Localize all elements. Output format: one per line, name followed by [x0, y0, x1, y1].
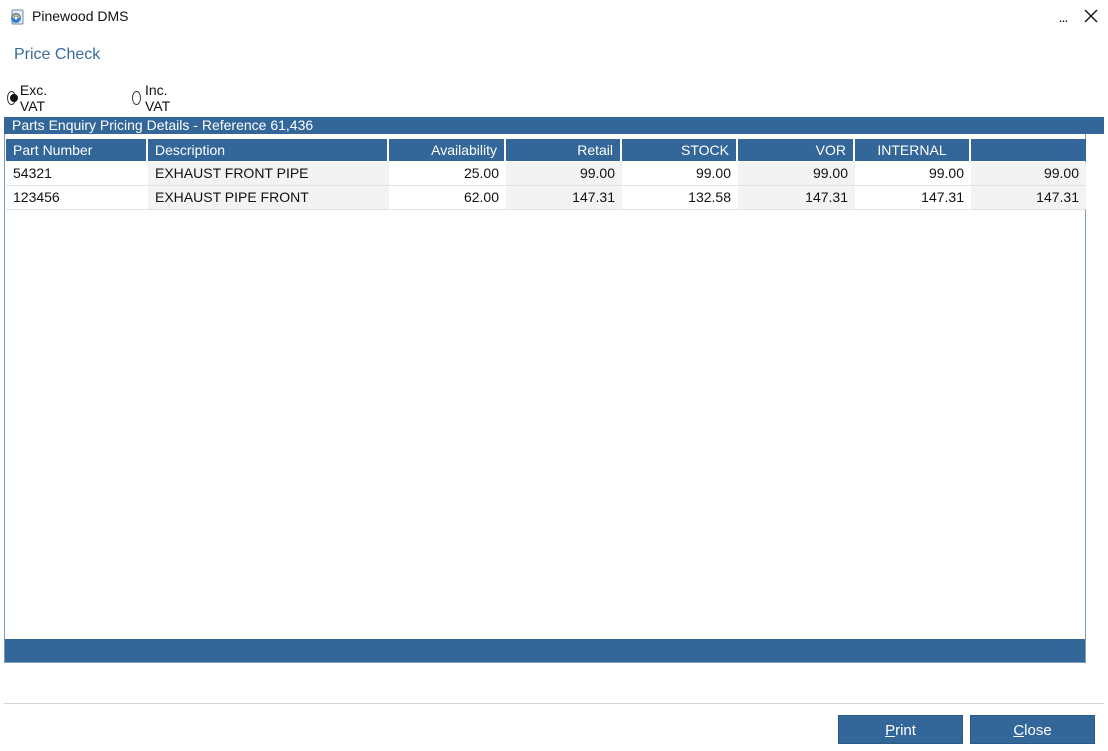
- close-button-label[interactable]: lose: [1024, 722, 1052, 739]
- footer-divider: [4, 703, 1104, 704]
- more-options-button[interactable]: ...: [1058, 9, 1069, 25]
- window-title: Pinewood DMS: [32, 8, 129, 24]
- column-header-internal[interactable]: INTERNAL: [855, 139, 971, 161]
- app-logo-icon: [11, 9, 24, 25]
- page-title: Price Check: [14, 46, 101, 63]
- column-header-stock[interactable]: STOCK: [622, 139, 738, 161]
- cell-vor: 99.00: [738, 162, 855, 185]
- cell-availability: 62.00: [463, 189, 499, 205]
- cell-part-number: 123456: [13, 189, 60, 205]
- cell-internal: 99.00: [928, 165, 964, 181]
- exc-vat-radio[interactable]: Exc. VAT: [7, 82, 52, 114]
- inc-vat-label[interactable]: Inc. VAT: [145, 82, 171, 114]
- cell-stock: 132.58: [688, 189, 731, 205]
- radio-unchecked-icon[interactable]: [132, 91, 141, 105]
- column-header-blank[interactable]: [971, 139, 1086, 161]
- cell-part-number: 54321: [13, 165, 52, 181]
- print-button-mnemonic[interactable]: P: [885, 722, 896, 739]
- column-header-vor[interactable]: VOR: [738, 139, 855, 161]
- column-header-description[interactable]: Description: [148, 139, 389, 161]
- inc-vat-radio[interactable]: Inc. VAT: [132, 82, 175, 114]
- table-row[interactable]: 54321 EXHAUST FRONT PIPE 25.00 99.00 99.…: [6, 162, 1086, 186]
- cell-availability: 25.00: [463, 165, 499, 181]
- close-button-mnemonic[interactable]: C: [1013, 722, 1025, 739]
- exc-vat-label[interactable]: Exc. VAT: [19, 82, 48, 114]
- panel-header: Parts Enquiry Pricing Details - Referenc…: [4, 117, 1104, 134]
- column-header-part-number[interactable]: Part Number: [6, 139, 148, 161]
- print-button[interactable]: Print: [838, 715, 963, 744]
- cell-extra: 99.00: [971, 162, 1086, 185]
- column-header-availability[interactable]: Availability: [389, 139, 506, 161]
- cell-internal: 147.31: [921, 189, 964, 205]
- grid-rows: 54321 EXHAUST FRONT PIPE 25.00 99.00 99.…: [6, 162, 1086, 210]
- cell-description: EXHAUST FRONT PIPE: [148, 162, 389, 185]
- print-button-label[interactable]: rint: [895, 722, 916, 739]
- cell-retail: 99.00: [506, 162, 622, 185]
- cell-extra: 147.31: [971, 186, 1086, 209]
- grid-footer-bar: [5, 639, 1085, 662]
- title-bar: Pinewood DMS ...: [0, 0, 1108, 34]
- close-icon[interactable]: [1080, 5, 1102, 27]
- column-header-retail[interactable]: Retail: [506, 139, 622, 161]
- cell-vor: 147.31: [738, 186, 855, 209]
- cell-description: EXHAUST PIPE FRONT: [148, 186, 389, 209]
- grid-header-row: Part Number Description Availability Ret…: [6, 139, 1086, 162]
- pricing-grid[interactable]: Part Number Description Availability Ret…: [4, 134, 1086, 663]
- close-button[interactable]: Close: [970, 715, 1095, 744]
- table-row[interactable]: 123456 EXHAUST PIPE FRONT 62.00 147.31 1…: [6, 186, 1086, 210]
- radio-checked-icon[interactable]: [7, 91, 18, 105]
- cell-stock: 99.00: [695, 165, 731, 181]
- cell-retail: 147.31: [506, 186, 622, 209]
